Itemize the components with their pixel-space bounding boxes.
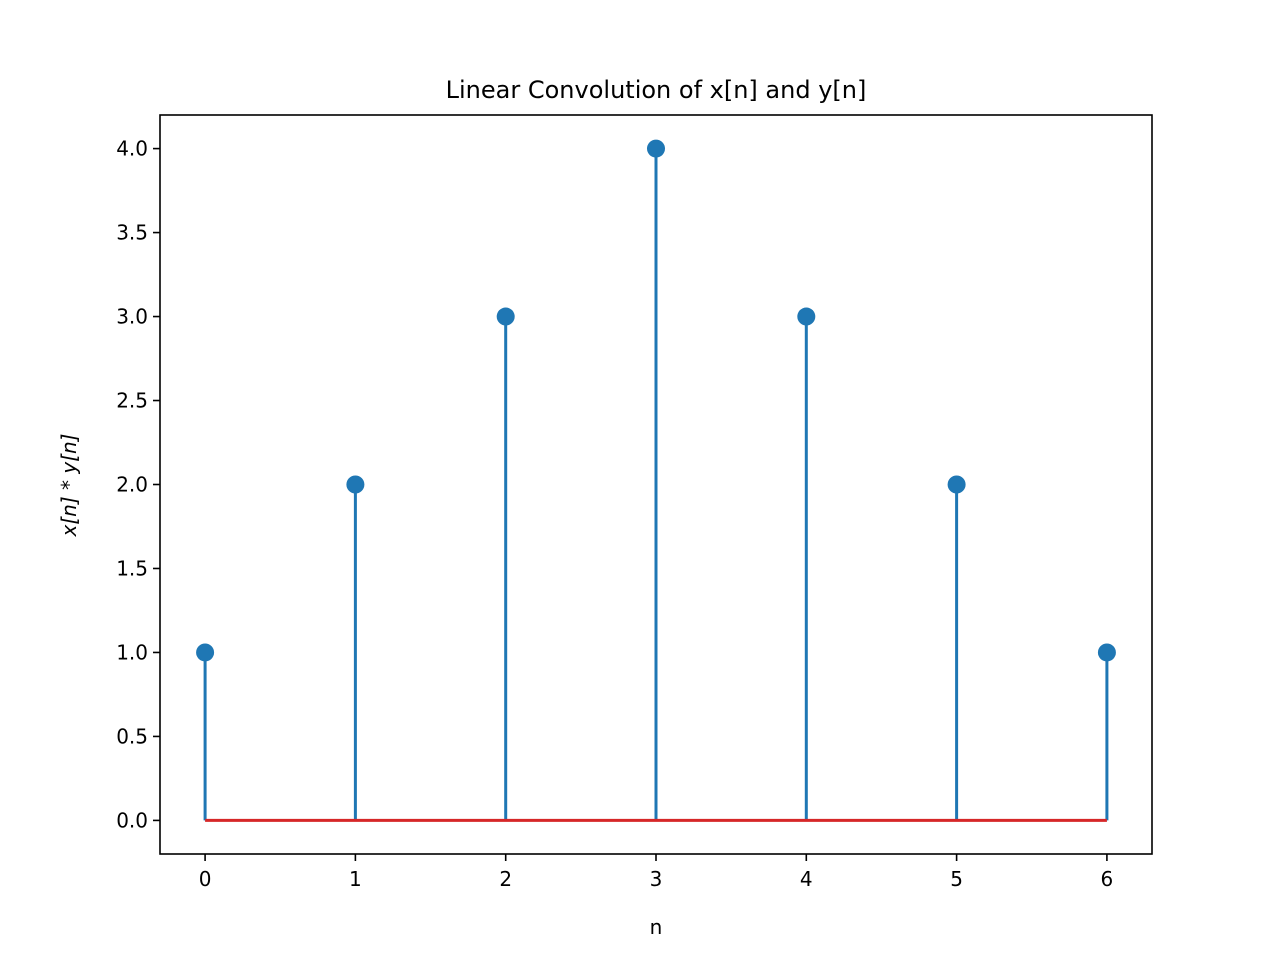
y-tick-label: 3.0 [116,305,148,329]
x-tick-label: 2 [499,867,512,891]
y-axis: 0.0 0.5 1.0 1.5 2.0 2.5 3.0 3.5 4.0 [116,137,160,832]
y-tick-label: 4.0 [116,137,148,161]
stem-marker [346,475,365,494]
y-tick-label: 0.5 [116,724,148,748]
x-tick-label: 6 [1101,867,1114,891]
x-tick-label: 4 [800,867,813,891]
stem-marker [496,307,515,326]
stem-marker [1097,643,1116,662]
x-axis: 0 1 2 3 4 5 6 [199,854,1114,891]
y-tick-label: 1.0 [116,640,148,664]
y-tick-label: 2.5 [116,389,148,413]
plot-area [196,139,1116,822]
x-tick-label: 5 [950,867,963,891]
stem-marker [647,139,665,158]
y-tick-label: 1.5 [116,556,148,580]
x-tick-label: 1 [349,867,362,891]
stem-marker [797,307,816,326]
stem-marker [196,643,215,662]
y-tick-label: 3.5 [116,221,148,245]
stem-marker [947,475,966,494]
y-tick-label: 2.0 [116,473,148,497]
y-axis-label: x[n] * y[n] [57,434,81,538]
y-tick-label: 0.0 [116,808,148,832]
x-tick-label: 3 [650,867,663,891]
chart-title: Linear Convolution of x[n] and y[n] [446,76,867,104]
x-axis-label: n [650,915,663,939]
x-tick-label: 0 [199,867,212,891]
